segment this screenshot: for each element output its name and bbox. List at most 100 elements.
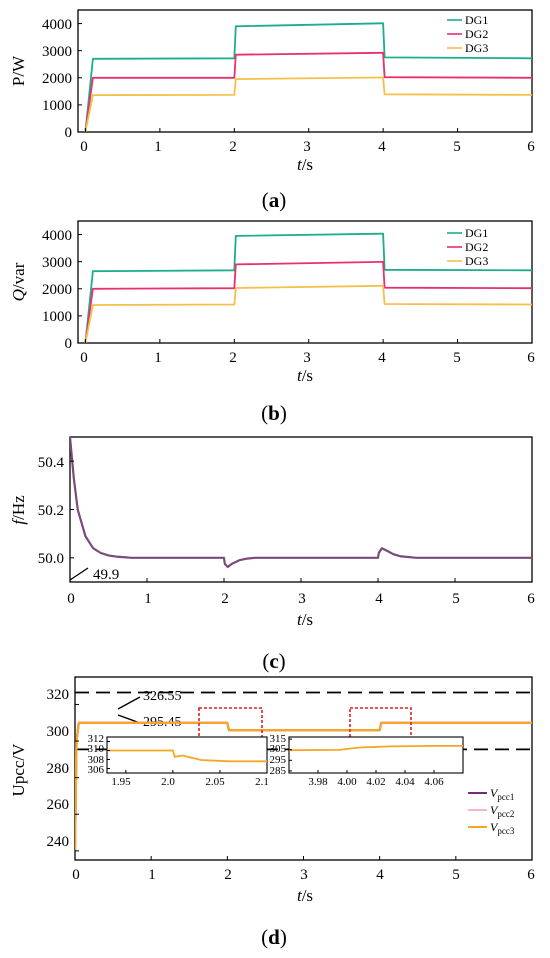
legend-label-dg1-a: DG1 <box>465 13 488 27</box>
x-tick-label-b-0: 0 <box>80 350 88 366</box>
legend-b: DG1 DG2 DG3 <box>447 226 488 268</box>
y-tick-label-a-3: 3000 <box>42 44 72 60</box>
series-line-dg1 <box>84 232 532 343</box>
y-axis-label-c-unit: /Hz <box>9 495 28 520</box>
inset-1-x-ticks: 1.95 2.0 2.05 2.1 <box>111 776 269 788</box>
x-ticks-b: 0 1 2 3 4 5 6 <box>80 350 535 366</box>
x-axis-label-a-var: t <box>297 155 303 174</box>
x-axis-label-b-var: t <box>297 366 303 385</box>
y-ticks-a: 0 1000 2000 3000 4000 <box>42 17 72 141</box>
legend-vpcc3-main: V <box>490 820 499 834</box>
caption-d-letter: d <box>268 925 280 949</box>
panel-c: 50.0 50.2 50.4 49.9 0 1 2 3 4 5 6 f/Hz t… <box>9 436 535 673</box>
inset-2-tick-marks <box>289 738 435 773</box>
x-tick-label-a-3: 3 <box>303 139 311 155</box>
inset-2-y-tick-0: 285 <box>270 765 287 777</box>
caption-c: (c) <box>262 649 285 673</box>
y-axis-label-b: Q/var <box>9 262 28 301</box>
y-tick-label-d-2: 280 <box>47 761 70 777</box>
series-line-dg2 <box>84 260 532 343</box>
y-axis-label-d: Upcc/V <box>9 743 28 797</box>
x-tick-label-c-1: 1 <box>144 591 152 607</box>
inset-2-line <box>289 745 463 752</box>
x-tick-label-d-4: 4 <box>376 867 384 883</box>
y-ticks-d: 240 260 280 300 320 <box>47 687 70 850</box>
x-tick-label-b-2: 2 <box>229 350 237 366</box>
inset-1-tick-marks <box>107 741 268 773</box>
x-tick-label-a-2: 2 <box>229 139 237 155</box>
inset-1-x-tick-3: 2.1 <box>255 776 269 788</box>
x-axis-label-c-unit: /s <box>302 610 313 629</box>
legend-vpcc1-main: V <box>490 786 499 800</box>
ref-leader-upper <box>117 696 141 710</box>
inset-2: 285 295 305 315 3.98 4.00 4.02 4.04 4.06 <box>270 733 464 788</box>
x-axis-label-d: t/s <box>297 886 313 905</box>
x-tick-label-a-1: 1 <box>154 139 162 155</box>
x-ticks-a: 0 1 2 3 4 5 6 <box>80 139 535 155</box>
inset-1-y-ticks: 306 308 310 312 <box>88 733 105 776</box>
tick-marks-c <box>69 460 533 582</box>
y-tick-label-b-2: 2000 <box>42 282 72 298</box>
inset-frame-2 <box>288 736 464 774</box>
inset-2-x-tick-4: 4.06 <box>424 776 444 788</box>
x-tick-label-b-6: 6 <box>527 350 535 366</box>
y-tick-label-c-0: 50.0 <box>38 551 64 567</box>
x-tick-label-d-2: 2 <box>224 867 232 883</box>
legend-vpcc2-sub: pcc2 <box>497 809 514 819</box>
inset-1-y-tick-0: 306 <box>88 764 105 776</box>
inset-1-x-tick-0: 1.95 <box>111 776 131 788</box>
series-lines-c <box>70 437 532 569</box>
caption-b: (b) <box>261 401 287 425</box>
panel-d: 240 260 280 300 320 0 1 2 3 4 5 6 Upcc/V… <box>9 676 535 949</box>
ref-label-upper: 326.55 <box>143 689 182 704</box>
y-axis-label-a: P/W <box>9 55 28 86</box>
y-tick-label-a-1: 1000 <box>42 98 72 114</box>
series-line-f <box>70 437 532 569</box>
inset-1-y-tick-2: 310 <box>88 743 105 755</box>
inset-1-series <box>107 749 267 763</box>
caption-a-open: ( <box>262 188 269 212</box>
legend-label-vpcc3: Vpcc3 <box>490 820 515 836</box>
y-tick-label-d-4: 320 <box>47 687 70 703</box>
x-tick-label-b-4: 4 <box>378 350 386 366</box>
legend-label-vpcc2: Vpcc2 <box>490 803 514 819</box>
series-line-dg3 <box>84 284 532 343</box>
legend-label-dg2-b: DG2 <box>465 240 488 254</box>
inset-2-x-tick-0: 3.98 <box>308 776 328 788</box>
tick-marks-a <box>78 23 533 133</box>
x-tick-label-d-3: 3 <box>300 867 308 883</box>
y-tick-label-d-0: 240 <box>47 834 70 850</box>
y-break-label-c: 49.9 <box>93 567 119 583</box>
x-tick-label-b-5: 5 <box>453 350 461 366</box>
inset-1-y-tick-3: 312 <box>88 733 105 745</box>
legend-d: Vpcc1 Vpcc2 Vpcc3 <box>468 786 515 836</box>
caption-c-open: ( <box>262 649 269 673</box>
x-axis-label-a-unit: /s <box>302 155 313 174</box>
x-tick-label-c-3: 3 <box>298 591 306 607</box>
panel-b: 0 1000 2000 3000 4000 0 1 2 3 4 5 6 Q/va… <box>9 220 535 425</box>
caption-b-letter: b <box>268 401 280 425</box>
inset-1-y-tick-1: 308 <box>88 754 105 766</box>
inset-1-x-tick-2: 2.05 <box>205 776 225 788</box>
caption-d-open: ( <box>261 925 268 949</box>
inset-2-series <box>289 745 463 752</box>
series-line-dg1 <box>84 22 532 132</box>
x-tick-label-c-0: 0 <box>67 591 75 607</box>
y-axis-label-c-var: f <box>9 518 28 525</box>
caption-b-close: ) <box>280 401 287 425</box>
legend-label-dg2-a: DG2 <box>465 27 488 41</box>
tick-marks-b <box>78 234 533 344</box>
legend-label-dg1-b: DG1 <box>465 226 488 240</box>
axis-break-c: 49.9 <box>69 567 119 583</box>
inset-2-y-tick-2: 305 <box>270 743 287 755</box>
y-axis-label-b-unit: /var <box>9 262 28 289</box>
x-axis-label-d-unit: /s <box>302 886 313 905</box>
inset-2-x-tick-2: 4.02 <box>366 776 385 788</box>
caption-d-close: ) <box>280 925 287 949</box>
x-tick-label-b-3: 3 <box>303 350 311 366</box>
y-tick-label-a-0: 0 <box>65 125 73 141</box>
series-lines-b <box>84 232 532 343</box>
inset-frame-1 <box>106 736 268 774</box>
plot-frame-a <box>77 9 533 133</box>
x-axis-label-b: t/s <box>297 366 313 385</box>
